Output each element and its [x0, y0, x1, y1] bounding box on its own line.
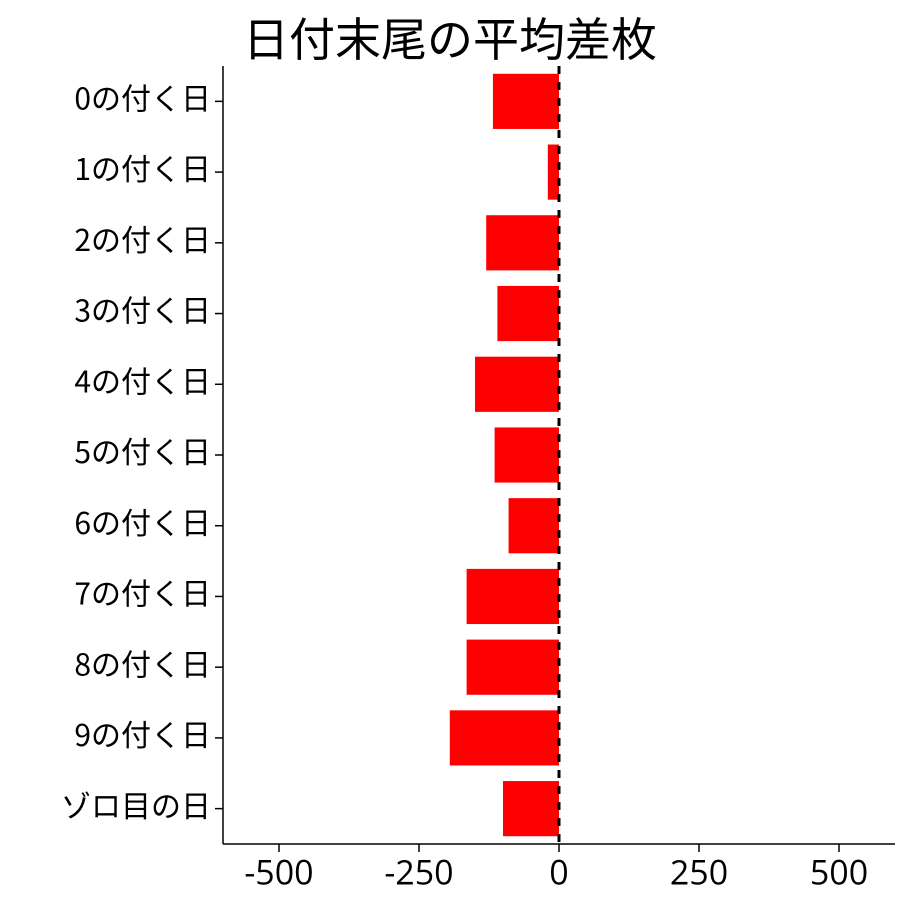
bar	[450, 710, 559, 765]
y-tick-label: ゾロ目の日	[61, 782, 211, 826]
x-tick-label: -250	[384, 848, 453, 894]
bar	[509, 498, 559, 553]
y-tick-label: 1の付く日	[74, 145, 211, 189]
bar	[475, 357, 559, 412]
y-tick-label: 7の付く日	[74, 570, 211, 614]
y-tick-label: 4の付く日	[74, 357, 211, 401]
chart-svg: 0の付く日 1の付く日 2の付く日 3の付く日 4の付く日 5の付く日 6の付く日 7の付く日…	[0, 0, 900, 900]
chart-container: 日付末尾の平均差枚 0の付く日1の付く日2の付く日3の付く日4の付く日5の付く日…	[0, 0, 900, 900]
y-tick-label: 6の付く日	[74, 499, 211, 543]
y-tick-label: 3の付く日	[74, 287, 211, 331]
bar	[493, 74, 559, 129]
y-tick-label: 8の付く日	[74, 640, 211, 684]
y-tick-label: 0の付く日	[74, 75, 211, 119]
bar	[497, 286, 559, 341]
bar	[503, 781, 559, 836]
x-tick-label: -500	[244, 848, 313, 894]
bar	[467, 569, 559, 624]
bar	[548, 145, 559, 200]
bar	[486, 215, 559, 270]
x-tick-label: 250	[670, 848, 728, 894]
y-tick-label: 2の付く日	[74, 216, 211, 260]
y-tick-label: 5の付く日	[74, 428, 211, 472]
y-tick-label: 9の付く日	[74, 711, 211, 755]
bar	[495, 427, 559, 482]
bar	[467, 640, 559, 695]
x-tick-label: 500	[810, 848, 868, 894]
x-tick-label: 0	[549, 848, 568, 894]
